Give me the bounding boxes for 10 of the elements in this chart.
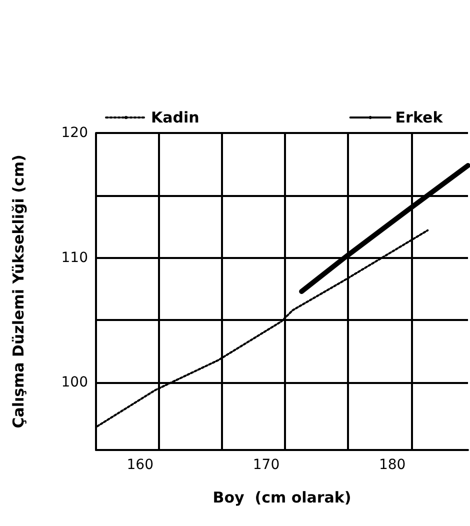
y-tick-label: 110 bbox=[61, 250, 88, 266]
x-axis-title: Boy (cm olarak) bbox=[212, 488, 352, 506]
y-tick-label: 100 bbox=[61, 374, 88, 391]
legend-label: Kadin bbox=[151, 108, 200, 126]
legend-label: Erkek bbox=[395, 108, 444, 126]
x-tick-label: 170 bbox=[252, 457, 280, 473]
y-tick-label: 120 bbox=[61, 125, 88, 141]
x-tick-label: 160 bbox=[126, 457, 154, 473]
y-axis-title: Çalışma Düzlemi Yüksekliği (cm) bbox=[10, 154, 28, 428]
x-tick-label: 180 bbox=[378, 457, 406, 473]
